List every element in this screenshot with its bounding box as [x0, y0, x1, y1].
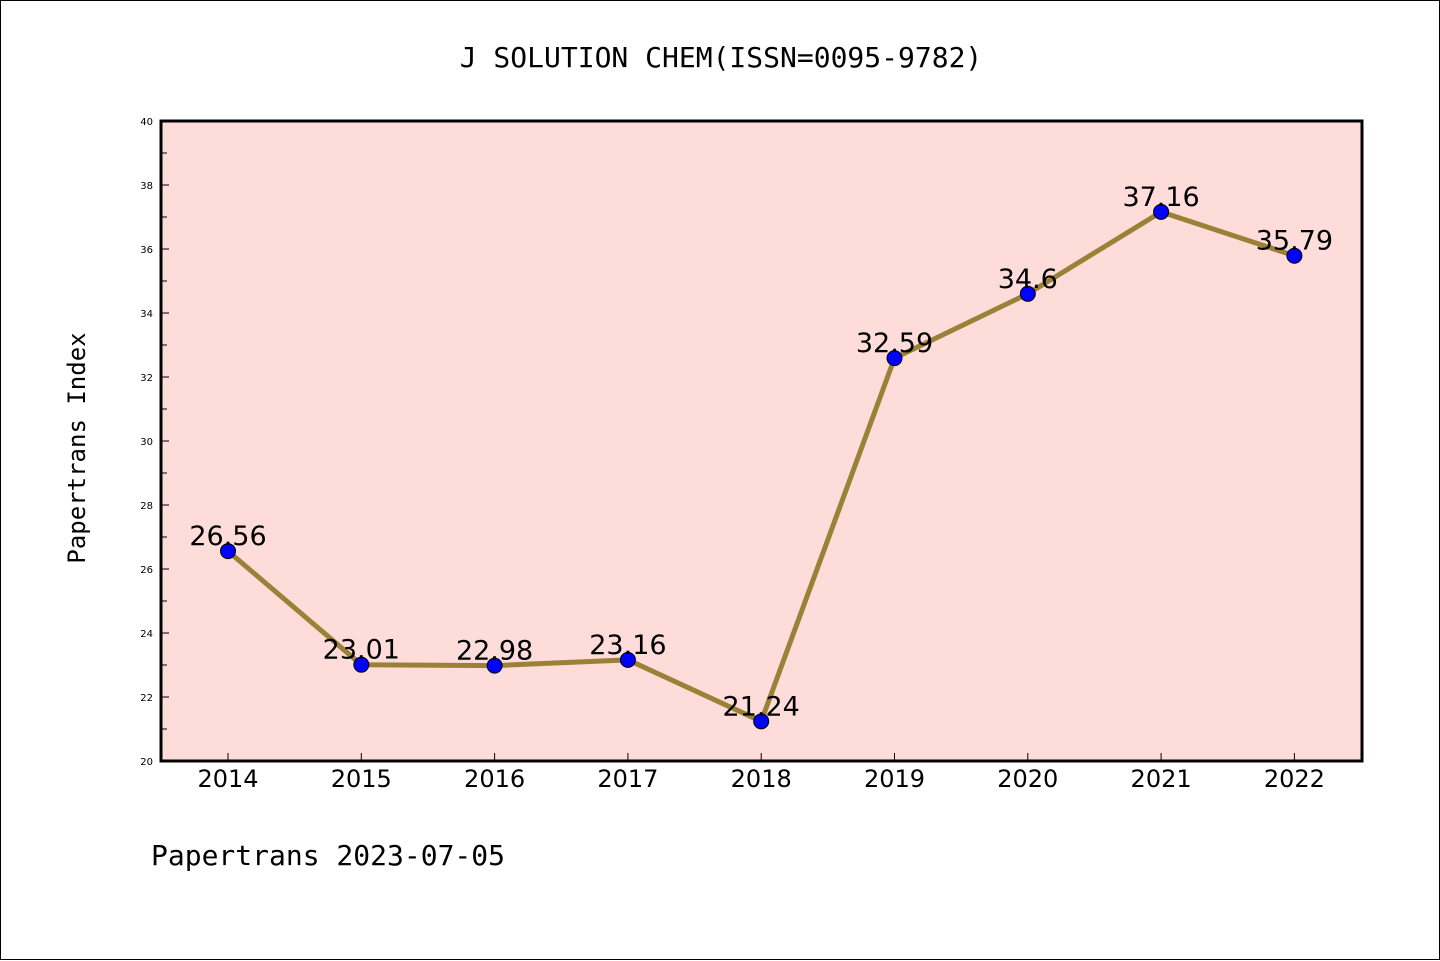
- data-labels: 26.56 23.01 22.98 23.16 21.24 32.59 34.6 37.16 3…: [189, 182, 1333, 722]
- x-tick-label: 2021: [1131, 765, 1192, 793]
- x-tick-label: 2019: [864, 765, 925, 793]
- y-tick-label: 38: [140, 181, 153, 192]
- data-label: 34.6: [998, 264, 1058, 295]
- data-label: 32.59: [856, 328, 933, 359]
- data-point: [220, 543, 236, 560]
- x-axis: 2014 2015 2016 2017 2018 2019 2020 2021 2022: [197, 753, 1325, 793]
- y-axis-label: Papertrans Index: [63, 332, 91, 563]
- y-tick-label: 32: [140, 373, 153, 384]
- x-tick-label: 2015: [331, 765, 392, 793]
- y-tick-label: 26: [140, 565, 153, 576]
- data-label: 35.79: [1256, 226, 1333, 257]
- plot-area: [159, 119, 1364, 763]
- data-point: [1286, 247, 1303, 264]
- data-label: 21.24: [723, 691, 800, 722]
- footer-text: Papertrans 2023-07-05: [151, 839, 505, 872]
- y-tick-label: 34: [140, 309, 153, 320]
- y-tick-label: 30: [140, 437, 153, 448]
- data-point: [1153, 203, 1170, 220]
- data-point: [486, 657, 503, 674]
- data-point: [353, 656, 370, 673]
- y-tick-label: 22: [140, 693, 153, 704]
- y-axis: 20 22 24 26 28 30 32 34 36 38 40: [140, 117, 169, 768]
- x-tick-label: 2017: [597, 765, 658, 793]
- x-tick-label: 2016: [464, 765, 525, 793]
- data-point: [886, 350, 903, 367]
- data-point: [753, 713, 770, 730]
- data-point: [1019, 285, 1036, 302]
- x-tick-label: 2022: [1264, 765, 1325, 793]
- data-point: [619, 651, 636, 668]
- data-label: 23.01: [323, 635, 400, 666]
- data-points: [220, 203, 1303, 730]
- y-tick-label: 28: [140, 501, 153, 512]
- y-tick-label: 24: [140, 629, 153, 640]
- y-tick-label: 36: [140, 245, 153, 256]
- x-tick-label: 2020: [997, 765, 1058, 793]
- x-tick-label: 2018: [731, 765, 792, 793]
- y-tick-label: 40: [140, 117, 153, 128]
- data-label: 23.16: [589, 630, 666, 661]
- data-label: 37.16: [1122, 182, 1199, 213]
- data-label: 26.56: [189, 521, 266, 552]
- chart-title: J SOLUTION CHEM(ISSN=0095-9782): [460, 41, 983, 74]
- data-label: 22.98: [456, 636, 533, 667]
- y-tick-label: 20: [140, 757, 153, 768]
- x-tick-label: 2014: [197, 765, 258, 793]
